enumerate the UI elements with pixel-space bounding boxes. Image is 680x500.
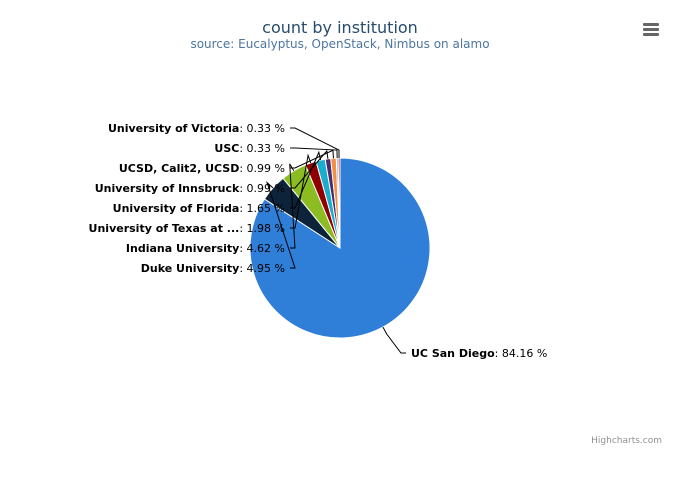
chart-title: count by institution — [262, 18, 418, 37]
label-connectors — [265, 127, 406, 354]
data-label-ucsd-calit2-ucsd: UCSD, Calit2, UCSD: 0.99 % — [119, 162, 285, 175]
credits-link[interactable]: Highcharts.com — [591, 436, 662, 446]
data-label-uc-san-diego: UC San Diego: 84.16 % — [411, 347, 547, 360]
data-label-separator: : — [239, 182, 246, 195]
data-label-university-of-texas-at: University of Texas at ...: 1.98 % — [89, 222, 285, 235]
data-label-university-of-florida: University of Florida: 1.65 % — [113, 202, 285, 215]
data-label-name: UC San Diego — [411, 347, 495, 360]
data-label-name: University of Florida — [113, 202, 240, 215]
data-label-name: University of Texas at ... — [89, 222, 240, 235]
data-label-value: 84.16 % — [502, 347, 547, 360]
data-label-university-of-innsbruck: University of Innsbruck: 0.99 % — [95, 182, 285, 195]
pie-slices — [249, 157, 431, 339]
data-label-separator: : — [239, 202, 246, 215]
connector-university-of-victoria — [290, 127, 340, 159]
data-label-name: Indiana University — [126, 242, 239, 255]
data-label-name: University of Victoria — [108, 122, 239, 135]
data-label-value: 1.65 % — [247, 202, 285, 215]
data-label-university-of-victoria: University of Victoria: 0.33 % — [108, 122, 285, 135]
data-label-value: 0.33 % — [247, 122, 285, 135]
connector-uc-san-diego — [382, 326, 406, 354]
data-label-separator: : — [495, 347, 502, 360]
data-label-value: 4.62 % — [247, 242, 285, 255]
connector-indiana-university — [289, 163, 296, 249]
data-label-indiana-university: Indiana University: 4.62 % — [126, 242, 285, 255]
data-label-separator: : — [239, 222, 246, 235]
data-label-name: University of Innsbruck — [95, 182, 240, 195]
data-label-usc: USC: 0.33 % — [214, 142, 285, 155]
connector-duke-university — [265, 180, 296, 269]
data-label-name: UCSD, Calit2, UCSD — [119, 162, 240, 175]
connector-usc — [290, 147, 338, 159]
data-label-name: Duke University — [141, 262, 240, 275]
data-label-value: 4.95 % — [247, 262, 285, 275]
chart-subtitle: source: Eucalyptus, OpenStack, Nimbus on… — [190, 37, 489, 51]
data-label-name: USC — [214, 142, 239, 155]
data-label-duke-university: Duke University: 4.95 % — [141, 262, 285, 275]
connector-ucsd-calit2-ucsd — [290, 149, 334, 169]
data-label-separator: : — [239, 262, 246, 275]
data-labels: UC San Diego: 84.16 % Duke University: 4.… — [89, 122, 548, 360]
data-label-separator: : — [239, 122, 246, 135]
data-label-separator: : — [239, 162, 246, 175]
data-label-value: 1.98 % — [247, 222, 285, 235]
data-label-value: 0.99 % — [247, 182, 285, 195]
data-label-value: 0.33 % — [247, 142, 285, 155]
connector-university-of-innsbruck — [290, 149, 329, 189]
data-label-separator: : — [239, 242, 246, 255]
data-label-value: 0.99 % — [247, 162, 285, 175]
export-menu-button[interactable] — [639, 18, 663, 40]
hamburger-menu-icon — [643, 23, 659, 36]
data-label-separator: : — [239, 142, 246, 155]
